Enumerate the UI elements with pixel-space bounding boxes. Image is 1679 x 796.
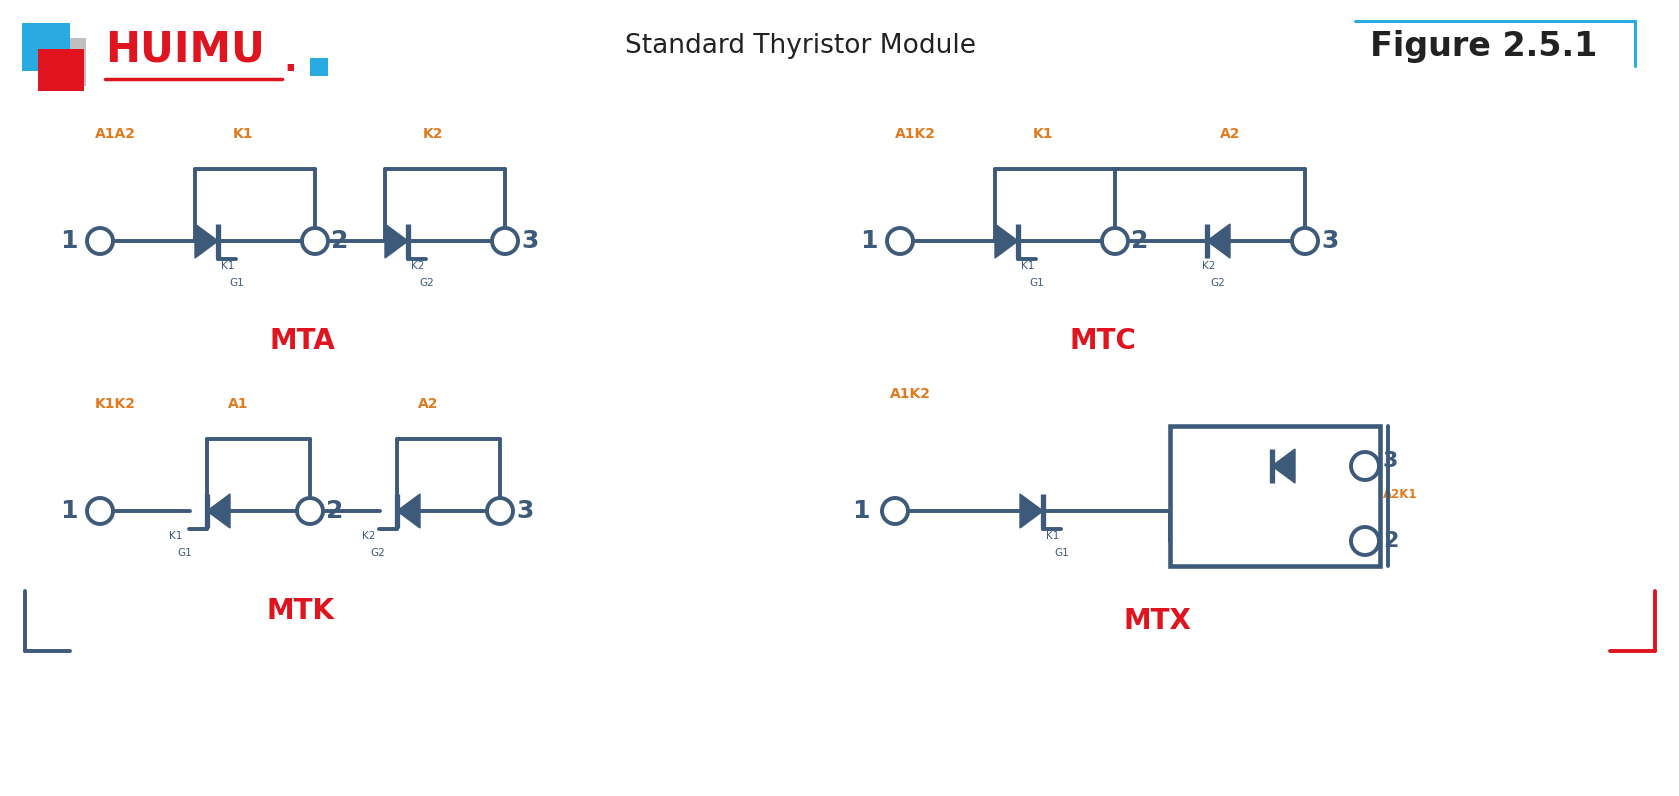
Text: K1: K1 bbox=[1033, 127, 1053, 141]
Text: HUIMU: HUIMU bbox=[106, 28, 265, 70]
Text: A2K1: A2K1 bbox=[1383, 488, 1417, 501]
Text: A2: A2 bbox=[418, 397, 438, 411]
Text: K1: K1 bbox=[170, 531, 183, 541]
Text: A1A2: A1A2 bbox=[96, 127, 136, 141]
FancyBboxPatch shape bbox=[22, 23, 71, 71]
Text: MTA: MTA bbox=[270, 327, 336, 355]
Text: 1: 1 bbox=[853, 499, 870, 523]
Text: K2: K2 bbox=[411, 261, 425, 271]
Text: 2: 2 bbox=[1132, 229, 1148, 253]
Text: G2: G2 bbox=[1211, 278, 1224, 288]
Text: G1: G1 bbox=[176, 548, 191, 558]
Text: G2: G2 bbox=[420, 278, 433, 288]
Text: A1K2: A1K2 bbox=[895, 127, 935, 141]
Text: 3: 3 bbox=[1321, 229, 1338, 253]
Text: K2: K2 bbox=[1202, 261, 1216, 271]
Polygon shape bbox=[384, 224, 408, 258]
Text: Figure 2.5.1: Figure 2.5.1 bbox=[1370, 29, 1597, 63]
Text: MTC: MTC bbox=[1070, 327, 1137, 355]
Text: K2: K2 bbox=[363, 531, 376, 541]
Text: 3: 3 bbox=[520, 229, 539, 253]
Polygon shape bbox=[1021, 494, 1043, 528]
Polygon shape bbox=[996, 224, 1017, 258]
Polygon shape bbox=[207, 494, 230, 528]
Text: K2: K2 bbox=[423, 127, 443, 141]
FancyBboxPatch shape bbox=[1170, 426, 1380, 566]
Text: 2: 2 bbox=[326, 499, 344, 523]
Text: K1: K1 bbox=[1046, 531, 1059, 541]
Text: 1: 1 bbox=[861, 229, 878, 253]
Polygon shape bbox=[195, 224, 218, 258]
Text: 1: 1 bbox=[60, 499, 77, 523]
Polygon shape bbox=[1207, 224, 1231, 258]
FancyBboxPatch shape bbox=[39, 38, 86, 86]
Text: Standard Thyristor Module: Standard Thyristor Module bbox=[625, 33, 975, 59]
Text: G2: G2 bbox=[1172, 431, 1187, 441]
Text: .: . bbox=[284, 44, 297, 78]
Text: K1: K1 bbox=[1021, 261, 1034, 271]
FancyBboxPatch shape bbox=[39, 49, 84, 91]
Text: MTX: MTX bbox=[1123, 607, 1192, 635]
Text: G2: G2 bbox=[369, 548, 384, 558]
Polygon shape bbox=[1273, 449, 1295, 483]
Text: 2: 2 bbox=[331, 229, 348, 253]
Text: A1: A1 bbox=[228, 397, 248, 411]
Text: A1K2: A1K2 bbox=[890, 387, 930, 401]
Text: G1: G1 bbox=[1054, 548, 1070, 558]
Text: K1: K1 bbox=[233, 127, 254, 141]
Text: MTK: MTK bbox=[265, 597, 334, 625]
Polygon shape bbox=[396, 494, 420, 528]
Text: A2: A2 bbox=[1221, 127, 1241, 141]
Text: K1: K1 bbox=[222, 261, 235, 271]
Text: K2: K2 bbox=[1172, 448, 1185, 458]
Text: 3: 3 bbox=[515, 499, 534, 523]
FancyBboxPatch shape bbox=[311, 58, 327, 76]
Text: 3: 3 bbox=[1383, 451, 1399, 471]
Text: K1K2: K1K2 bbox=[96, 397, 136, 411]
Text: 1: 1 bbox=[60, 229, 77, 253]
Text: 2: 2 bbox=[1383, 531, 1399, 551]
Text: G1: G1 bbox=[1029, 278, 1044, 288]
Text: G1: G1 bbox=[228, 278, 243, 288]
